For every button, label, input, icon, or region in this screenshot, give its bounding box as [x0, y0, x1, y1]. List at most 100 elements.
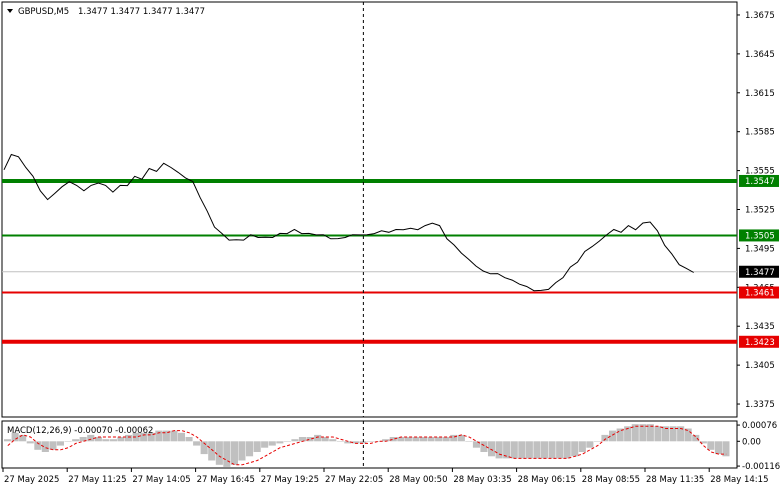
macd-histogram-bar: [306, 437, 314, 442]
time-tick-label: 28 May 00:50: [389, 475, 447, 485]
macd-histogram-bar: [465, 441, 473, 442]
level-price-tag: [739, 229, 779, 242]
macd-histogram-bar: [419, 437, 427, 442]
macd-signal-line: [7, 425, 727, 466]
macd-histogram-bar: [450, 434, 458, 442]
macd-histogram-bar: [616, 428, 624, 442]
symbol-label: GBPUSD,M5: [18, 7, 69, 17]
level-price-label: 1.3423: [745, 338, 775, 348]
macd-histogram-bar: [72, 439, 80, 442]
macd-histogram-bar: [480, 441, 488, 452]
dropdown-triangle-icon[interactable]: [7, 9, 13, 13]
macd-histogram-bar: [155, 430, 163, 442]
macd-histogram-bar: [586, 441, 594, 448]
time-tick-label: 28 May 03:35: [453, 475, 511, 485]
macd-histogram-bar: [291, 439, 299, 442]
macd-histogram-bar: [246, 441, 254, 457]
macd-histogram-bar: [49, 441, 57, 450]
macd-histogram-bar: [593, 441, 601, 442]
time-tick-label: 27 May 22:05: [325, 475, 383, 485]
macd-histogram-bar: [495, 441, 503, 459]
macd-histogram-bar: [177, 432, 185, 442]
price-line: [3, 153, 694, 292]
time-tick-label: 28 May 06:15: [518, 475, 576, 485]
time-tick-label: 28 May 11:35: [646, 475, 704, 485]
macd-histogram-bar: [707, 441, 715, 450]
macd-histogram-bar: [56, 441, 64, 446]
macd-histogram-bar: [699, 441, 707, 444]
time-axis: 27 May 2025 27 May 11:25 27 May 14:05 27 Ma…: [2, 468, 768, 485]
macd-histogram-bar: [351, 441, 359, 444]
price-tick-label: 1.3585: [745, 128, 775, 138]
macd-histogram-bar: [344, 441, 352, 444]
macd-histogram-bar: [87, 434, 95, 442]
price-panel[interactable]: 1.3675 1.3645 1.3615 1.3585 1.3555 1.3525 1.34…: [1, 1, 779, 418]
time-tick-label: 27 May 16:45: [197, 475, 255, 485]
macd-histogram-bar: [140, 432, 148, 442]
macd-panel[interactable]: 0.00076 0.00 -0.00116 MACD(12,26,9) -0.000…: [1, 420, 780, 472]
macd-histogram-bar: [556, 441, 564, 459]
macd-histogram-bar: [223, 441, 231, 467]
time-tick-label: 28 May 08:55: [582, 475, 640, 485]
current-price-label: 1.3477: [745, 268, 775, 278]
macd-histogram-bar: [661, 426, 669, 442]
macd-histogram-bar: [193, 441, 201, 446]
current-price-tag: [739, 265, 779, 278]
level-price-label: 1.3505: [745, 231, 775, 241]
level-price-label: 1.3547: [745, 177, 775, 187]
macd-tick-label: 0.00: [742, 437, 761, 447]
macd-histogram-bar: [382, 439, 390, 442]
level-price-tag: [739, 335, 779, 348]
macd-histogram-bar: [19, 434, 27, 442]
macd-histogram-bar: [457, 434, 465, 442]
macd-histogram-bar: [525, 441, 533, 459]
macd-histogram-bar: [442, 437, 450, 442]
macd-histogram-bar: [321, 437, 329, 442]
time-tick-label: 28 May 14:15: [710, 475, 768, 485]
macd-histogram-bar: [404, 437, 412, 442]
macd-histogram-bar: [692, 434, 700, 442]
macd-histogram-bar: [170, 430, 178, 442]
macd-histogram-bar: [510, 441, 518, 459]
macd-histogram-bar: [94, 437, 102, 442]
macd-histogram-bar: [624, 426, 632, 442]
macd-histogram-bar: [41, 441, 49, 452]
macd-histogram-bar: [578, 441, 586, 452]
macd-histogram-bar: [435, 437, 443, 442]
price-tick-label: 1.3645: [745, 50, 775, 60]
macd-histogram-bar: [427, 437, 435, 442]
macd-histogram-bar: [397, 437, 405, 442]
macd-histogram-bar: [215, 441, 223, 465]
macd-histogram-bar: [677, 426, 685, 442]
macd-tick-label: 0.00076: [742, 421, 777, 431]
header-area: GBPUSD,M5 1.3477 1.3477 1.3477 1.3477: [7, 7, 205, 17]
macd-histogram-bar: [359, 441, 367, 444]
macd-histogram-bar: [283, 441, 291, 442]
macd-title: MACD(12,26,9) -0.00070 -0.00062: [7, 426, 153, 436]
macd-histogram-bar: [253, 441, 261, 452]
price-tick-label: 1.3435: [745, 322, 775, 332]
macd-histogram-bar: [533, 441, 541, 459]
price-tick-label: 1.3405: [745, 361, 775, 371]
level-price-tag: [739, 286, 779, 299]
macd-histogram-bar: [609, 430, 617, 442]
macd-histogram-bar: [571, 441, 579, 457]
time-tick-label: 27 May 19:25: [261, 475, 319, 485]
macd-histogram-bar: [601, 434, 609, 442]
macd-histogram-bar: [200, 441, 208, 455]
macd-histogram-bar: [26, 441, 34, 444]
level-price-label: 1.3461: [745, 289, 775, 299]
macd-histogram-bar: [684, 428, 692, 442]
macd-histogram-bar: [503, 441, 511, 459]
macd-histogram-bar: [518, 441, 526, 459]
macd-histogram-bar: [654, 426, 662, 442]
time-tick-label: 27 May 14:05: [132, 475, 190, 485]
macd-histogram-bar: [336, 441, 344, 442]
macd-histogram-bar: [208, 441, 216, 461]
price-tick-label: 1.3615: [745, 89, 775, 99]
macd-histogram-bar: [412, 437, 420, 442]
level-price-tag: [739, 174, 779, 187]
macd-histogram-bar: [109, 439, 117, 442]
